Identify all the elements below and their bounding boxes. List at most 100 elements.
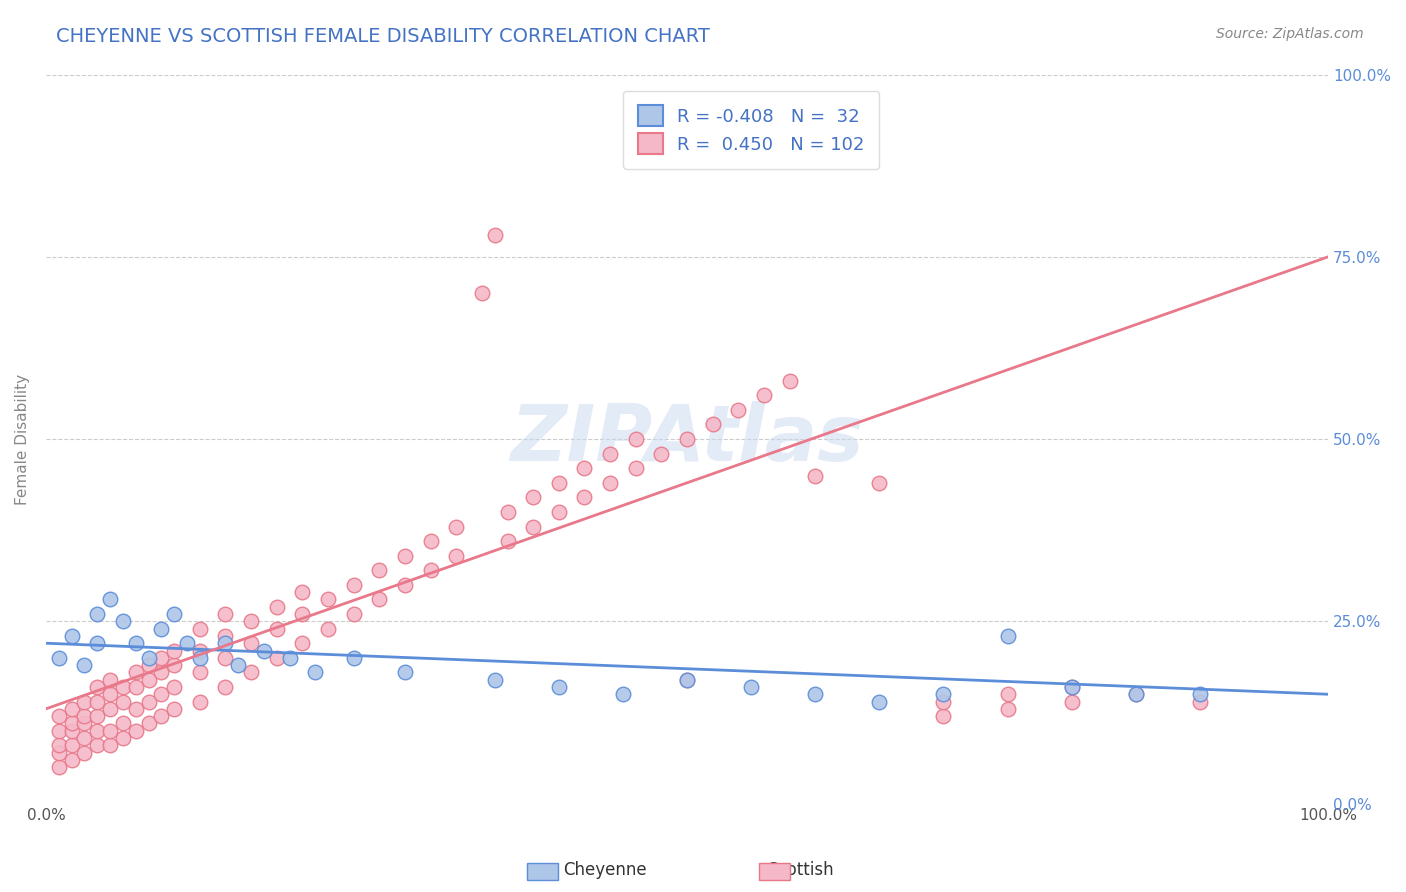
Point bbox=[394, 549, 416, 563]
Point bbox=[752, 388, 775, 402]
Point bbox=[394, 665, 416, 680]
Point bbox=[496, 534, 519, 549]
Text: CHEYENNE VS SCOTTISH FEMALE DISABILITY CORRELATION CHART: CHEYENNE VS SCOTTISH FEMALE DISABILITY C… bbox=[56, 27, 710, 45]
Y-axis label: Female Disability: Female Disability bbox=[15, 374, 30, 505]
Point bbox=[150, 709, 173, 723]
Point bbox=[98, 702, 121, 716]
Point bbox=[111, 731, 134, 745]
Point bbox=[574, 491, 596, 505]
Point bbox=[111, 716, 134, 731]
Point bbox=[1188, 687, 1211, 701]
Point bbox=[650, 447, 672, 461]
Point bbox=[599, 475, 621, 490]
Point bbox=[214, 650, 236, 665]
Point bbox=[188, 665, 211, 680]
Point bbox=[676, 673, 699, 687]
Point bbox=[73, 709, 96, 723]
Point bbox=[60, 753, 83, 767]
Point bbox=[1060, 680, 1083, 694]
Point bbox=[446, 519, 468, 533]
Point bbox=[240, 665, 263, 680]
Point bbox=[1188, 694, 1211, 708]
Point bbox=[266, 650, 288, 665]
Point bbox=[868, 694, 890, 708]
Point bbox=[138, 716, 160, 731]
Text: Cheyenne: Cheyenne bbox=[562, 861, 647, 879]
Point bbox=[1060, 694, 1083, 708]
Point bbox=[60, 629, 83, 643]
Point bbox=[522, 491, 544, 505]
Point bbox=[86, 680, 108, 694]
Point bbox=[1060, 680, 1083, 694]
Point bbox=[676, 673, 699, 687]
Point bbox=[138, 650, 160, 665]
Point bbox=[278, 650, 301, 665]
Point bbox=[419, 534, 441, 549]
Point bbox=[86, 636, 108, 650]
Point bbox=[48, 723, 70, 738]
Point bbox=[150, 650, 173, 665]
Point bbox=[1125, 687, 1147, 701]
Text: Source: ZipAtlas.com: Source: ZipAtlas.com bbox=[1216, 27, 1364, 41]
Point bbox=[163, 658, 186, 673]
Point bbox=[394, 578, 416, 592]
Point bbox=[60, 716, 83, 731]
Point bbox=[932, 694, 955, 708]
Point bbox=[368, 592, 391, 607]
Point bbox=[163, 607, 186, 621]
Point bbox=[86, 709, 108, 723]
Point bbox=[86, 694, 108, 708]
Point bbox=[125, 702, 148, 716]
Point bbox=[291, 636, 314, 650]
Point bbox=[804, 687, 827, 701]
Point bbox=[125, 723, 148, 738]
Point bbox=[316, 622, 339, 636]
Point bbox=[522, 519, 544, 533]
Point bbox=[98, 592, 121, 607]
Legend: R = -0.408   N =  32, R =  0.450   N = 102: R = -0.408 N = 32, R = 0.450 N = 102 bbox=[623, 91, 879, 169]
Point bbox=[253, 643, 276, 657]
Point bbox=[73, 716, 96, 731]
Point bbox=[98, 723, 121, 738]
Point bbox=[471, 286, 494, 301]
Point bbox=[599, 447, 621, 461]
Point bbox=[343, 650, 366, 665]
Point bbox=[226, 658, 249, 673]
Point bbox=[214, 636, 236, 650]
Point bbox=[86, 607, 108, 621]
Point bbox=[176, 636, 198, 650]
Point bbox=[48, 650, 70, 665]
Point bbox=[150, 687, 173, 701]
Point bbox=[727, 403, 749, 417]
Point bbox=[291, 585, 314, 599]
Point bbox=[868, 475, 890, 490]
Point bbox=[624, 461, 647, 475]
Point bbox=[73, 658, 96, 673]
Point bbox=[343, 578, 366, 592]
Point bbox=[266, 622, 288, 636]
Point bbox=[188, 694, 211, 708]
Point bbox=[125, 680, 148, 694]
Point bbox=[547, 680, 569, 694]
Point bbox=[150, 622, 173, 636]
Point bbox=[1125, 687, 1147, 701]
Point bbox=[676, 432, 699, 446]
Point bbox=[188, 650, 211, 665]
Point bbox=[702, 417, 724, 432]
Point bbox=[98, 739, 121, 753]
Point bbox=[111, 615, 134, 629]
Point bbox=[125, 636, 148, 650]
Point bbox=[48, 739, 70, 753]
Point bbox=[997, 702, 1019, 716]
Point bbox=[804, 468, 827, 483]
Point bbox=[60, 739, 83, 753]
Point bbox=[163, 702, 186, 716]
Point bbox=[240, 636, 263, 650]
Point bbox=[163, 680, 186, 694]
Point bbox=[48, 746, 70, 760]
Point bbox=[188, 622, 211, 636]
Point bbox=[60, 723, 83, 738]
Point bbox=[240, 615, 263, 629]
Point bbox=[214, 680, 236, 694]
Point bbox=[779, 374, 801, 388]
